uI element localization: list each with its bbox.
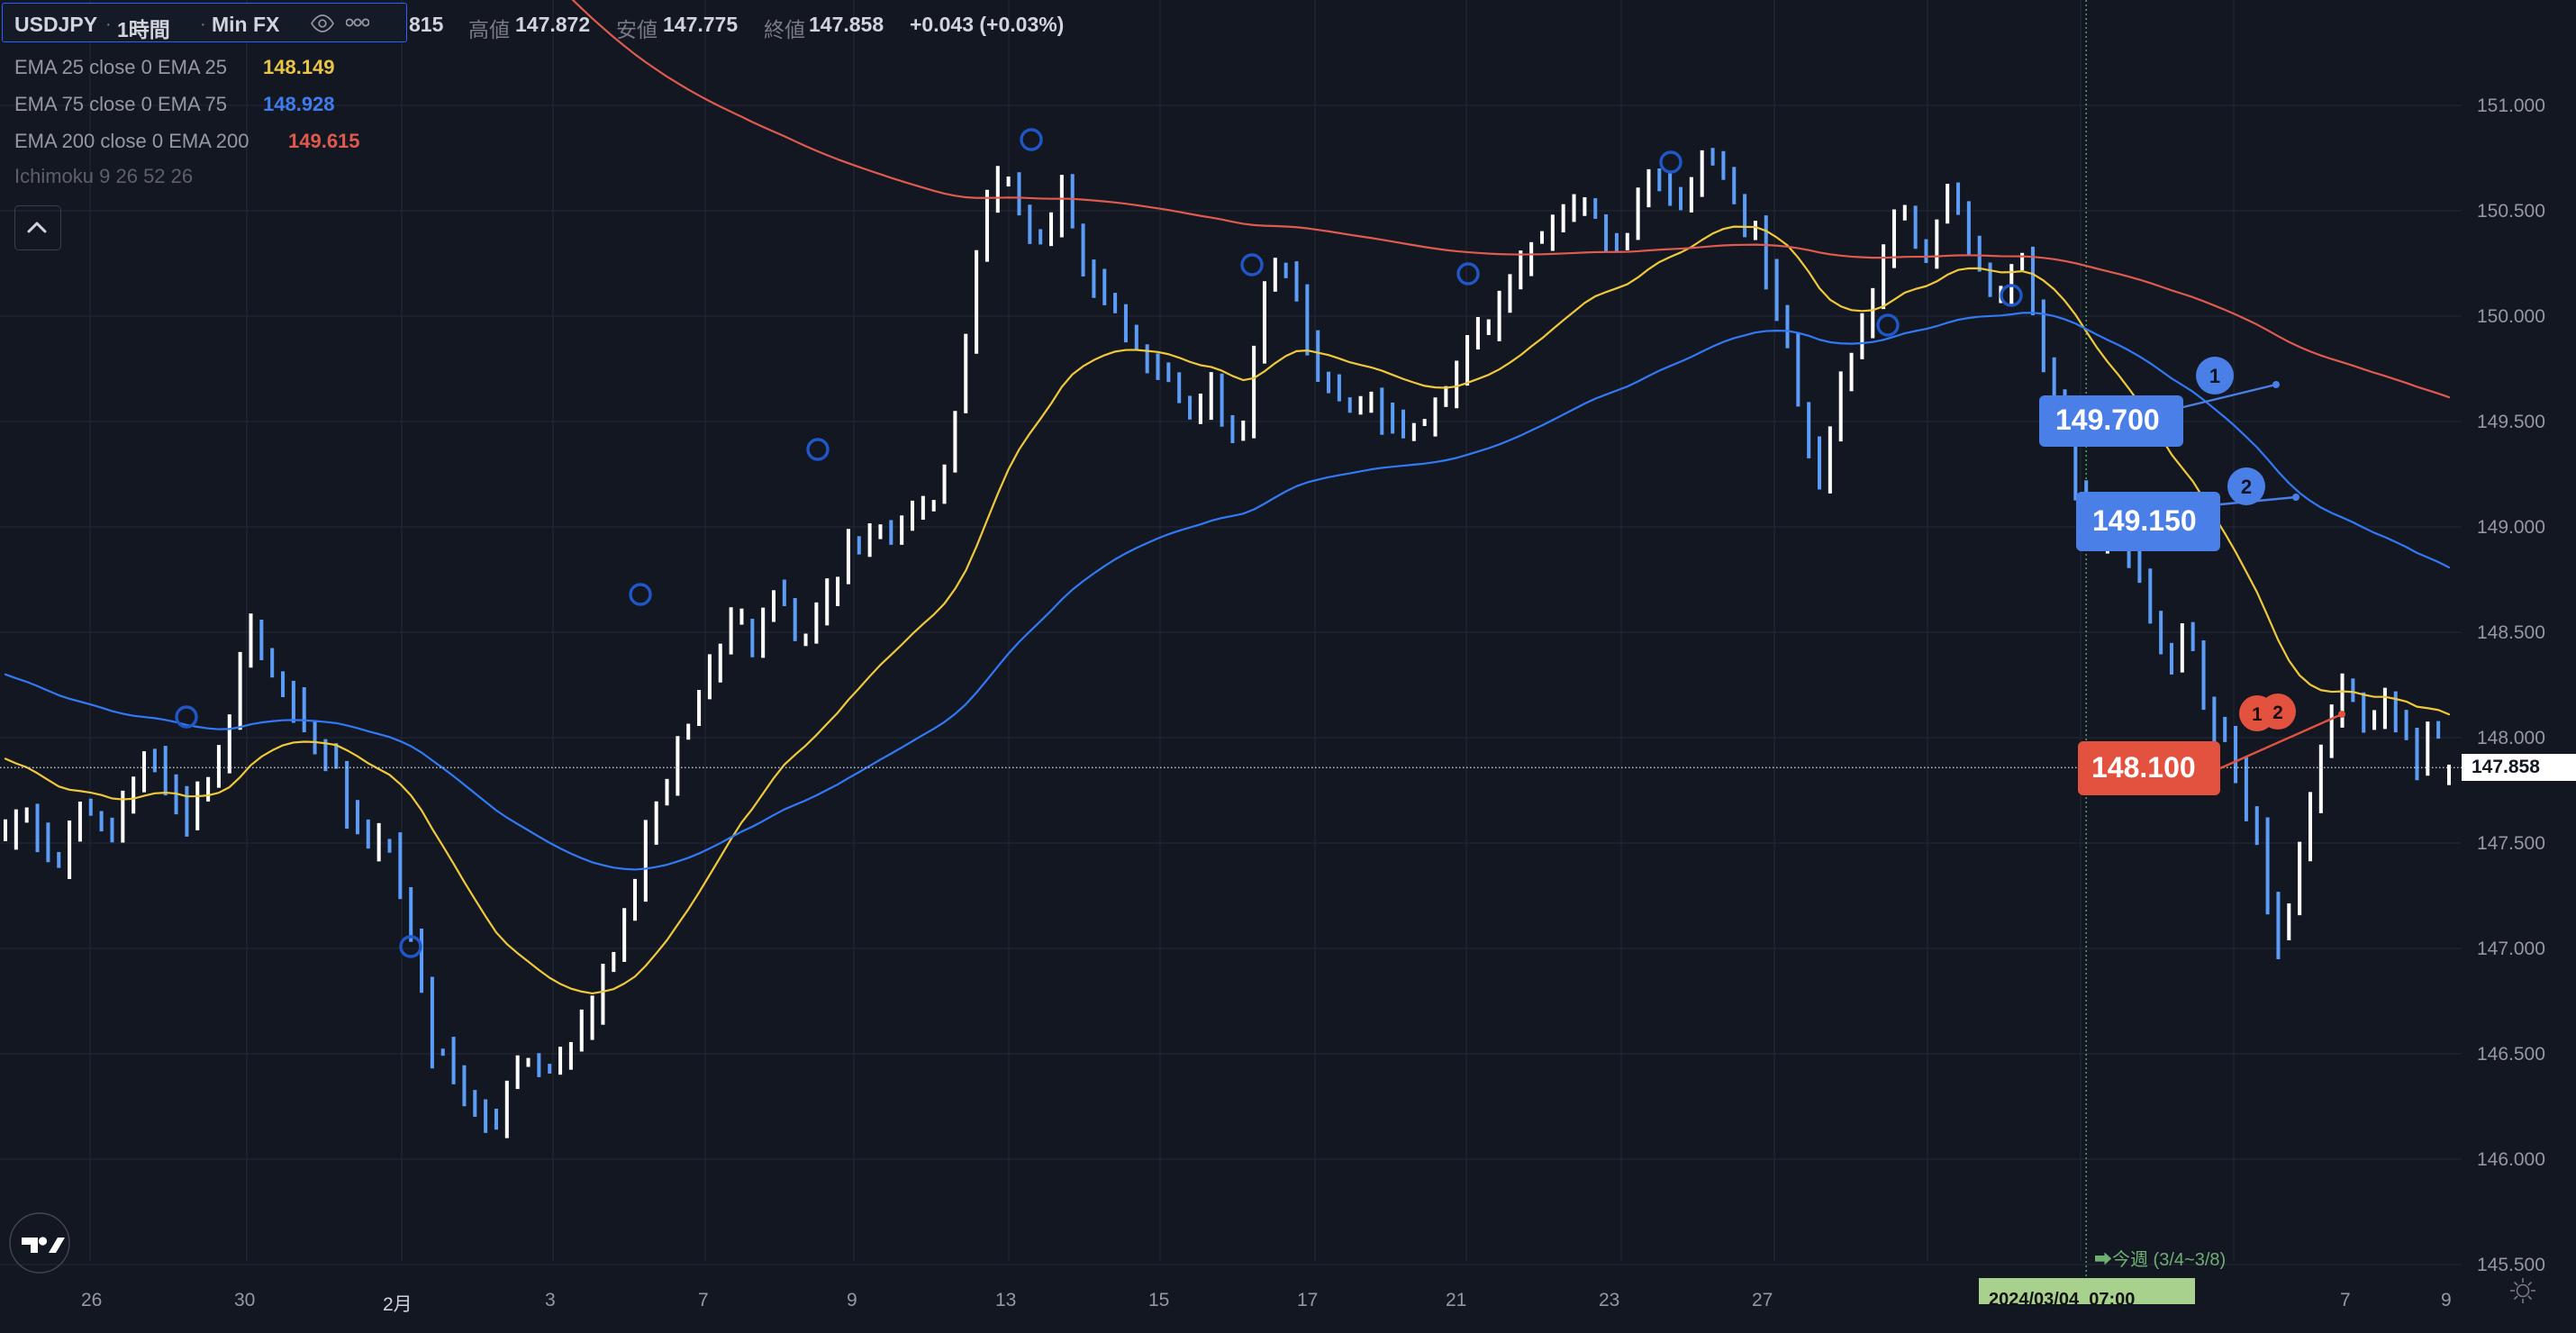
svg-text:2: 2	[2272, 703, 2283, 723]
svg-text:1: 1	[2209, 365, 2220, 387]
svg-text:2: 2	[2241, 476, 2252, 498]
